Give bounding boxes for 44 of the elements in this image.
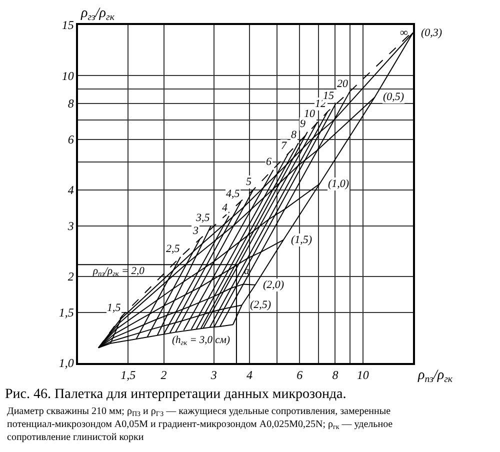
series-label: ∞	[400, 27, 408, 39]
x-tick-label: 8	[332, 368, 338, 382]
annotation: a	[244, 266, 250, 277]
series-label: 6	[266, 156, 272, 168]
series-label: 10	[304, 108, 316, 120]
series-label: (0,3)	[421, 27, 442, 39]
y-tick-label: 1,0	[58, 356, 74, 370]
series-label: 2,5	[166, 243, 180, 255]
annotation: (h$_{гк}$ = 3,0 см)	[172, 335, 231, 348]
y-tick-label: 3	[66, 219, 74, 234]
series-label: 4	[222, 202, 228, 214]
y-tick-label: 6	[68, 132, 74, 147]
x-axis-title: ρ$_{пз}$/ρ$_{гк}$	[417, 368, 453, 385]
x-tick-label: 6	[296, 368, 303, 382]
series-label: 4,5	[226, 188, 240, 200]
series-label: (2,5)	[250, 299, 272, 311]
x-tick-label: 10	[356, 368, 369, 382]
series-label: (2,0)	[263, 279, 284, 291]
series-label: 7	[281, 140, 287, 152]
x-tick-label: 2	[160, 368, 167, 382]
series-label: 9	[300, 118, 306, 130]
y-tick-label: 2	[68, 270, 74, 284]
x-tick-label: 4	[246, 368, 252, 382]
series-label: (1,0)	[328, 178, 350, 190]
y-tick-label: 15	[62, 18, 74, 32]
series-label: (0,5)	[383, 91, 404, 103]
y-axis-title: ρ$_{гз}$/ρ$_{гк}$	[80, 6, 115, 23]
series-label: (1,5)	[291, 234, 312, 246]
x-tick-label: 3	[210, 368, 217, 382]
text: Рис. 46. Палетка для интерпретации данных микрозонда.	[5, 386, 346, 402]
series-label: 3,5	[195, 212, 210, 224]
text: Диаметр скважины 210 мм; ρ$_{ПЗ}$ и ρ$_{ГЗ}$ — кажущиеся удельные сопротивления, замеренные потенциал-микрозондом A0,05M и градиент-микрозондом A0,025M0,25N; ρ$_{гк}$ — удельное сопротивление глинистой корки	[7, 406, 393, 443]
series-label: 5	[246, 176, 252, 188]
x-tick-label: 1,5	[120, 368, 136, 382]
series-label: 20	[337, 78, 348, 90]
annotation: ρ$_{пз}$/ρ$_{гк}$ = 2,0	[92, 266, 146, 278]
y-tick-label: 1,5	[58, 306, 74, 320]
y-tick-label: 8	[68, 96, 74, 111]
series-label: 15	[323, 90, 334, 102]
series-label: 8	[291, 129, 297, 141]
series-label: 3	[192, 225, 199, 237]
series-label: 1,5	[107, 302, 122, 314]
y-tick-label: 10	[62, 68, 74, 83]
y-tick-label: 4	[68, 183, 74, 198]
